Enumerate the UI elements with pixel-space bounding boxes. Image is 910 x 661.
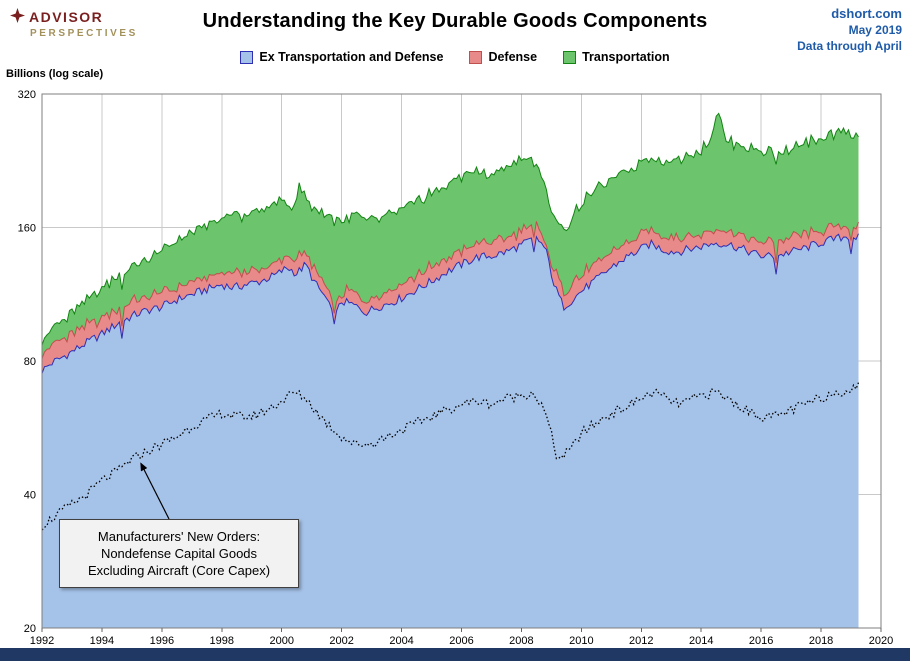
advisor-perspectives-logo: ADVISOR PERSPECTIVES <box>10 8 138 41</box>
legend-swatch-red <box>469 50 483 64</box>
x-tick-label: 2016 <box>749 635 773 647</box>
legend-item-transportation: Transportation <box>563 50 670 64</box>
legend: Ex Transportation and Defense Defense Tr… <box>0 50 910 64</box>
logo-advisor-text: ADVISOR <box>29 8 104 25</box>
x-tick-label: 1992 <box>30 635 54 647</box>
x-tick-label: 1996 <box>150 635 174 647</box>
legend-label: Transportation <box>582 50 670 64</box>
x-tick-label: 2008 <box>509 635 533 647</box>
legend-label: Defense <box>488 50 538 64</box>
line-defense-top <box>41 221 859 359</box>
x-tick-label: 2000 <box>269 635 293 647</box>
footer-bar <box>0 648 910 661</box>
x-tick-label: 2012 <box>629 635 653 647</box>
core-capex-annotation: Manufacturers' New Orders: Nondefense Ca… <box>59 519 299 588</box>
annotation-line: Nondefense Capital Goods <box>100 546 258 561</box>
line-transportation-top <box>41 112 859 346</box>
x-tick-label: 2006 <box>449 635 473 647</box>
x-tick-label: 2004 <box>389 635 413 647</box>
line-ex-transportation-defense-top <box>41 233 859 374</box>
x-tick-label: 2014 <box>689 635 713 647</box>
y-tick-label: 20 <box>24 623 36 635</box>
annotation-arrow <box>140 462 170 520</box>
date-text: May 2019 <box>848 23 902 37</box>
x-tick-label: 2010 <box>569 635 593 647</box>
header-source-block: dshort.com May 2019 Data through April <box>797 6 902 54</box>
x-tick-label: 2020 <box>869 635 893 647</box>
page-title: Understanding the Key Durable Goods Comp… <box>202 10 708 32</box>
compass-icon <box>10 8 25 26</box>
y-tick-label: 160 <box>18 223 36 235</box>
x-tick-label: 1998 <box>210 635 234 647</box>
y-tick-label: 40 <box>24 490 36 502</box>
stacked-areas <box>41 112 859 628</box>
core-capex-dotted-line <box>41 382 860 531</box>
legend-swatch-blue <box>240 50 254 64</box>
x-tick-label: 2002 <box>329 635 353 647</box>
y-axis-title: Billions (log scale) <box>6 68 104 80</box>
logo-perspectives-text: PERSPECTIVES <box>30 28 138 39</box>
legend-label: Ex Transportation and Defense <box>259 50 444 64</box>
legend-item-ex-transport-defense: Ex Transportation and Defense <box>240 50 443 64</box>
x-tick-label: 1994 <box>90 635 114 647</box>
legend-swatch-green <box>563 50 577 64</box>
y-tick-label: 320 <box>18 89 36 101</box>
legend-item-defense: Defense <box>469 50 537 64</box>
data-note-text: Data through April <box>797 39 902 53</box>
source-text: dshort.com <box>831 6 902 21</box>
y-tick-label: 80 <box>24 356 36 368</box>
annotation-line: Excluding Aircraft (Core Capex) <box>87 563 271 578</box>
x-tick-label: 2018 <box>809 635 833 647</box>
annotation-line: Manufacturers' New Orders: <box>97 529 261 544</box>
